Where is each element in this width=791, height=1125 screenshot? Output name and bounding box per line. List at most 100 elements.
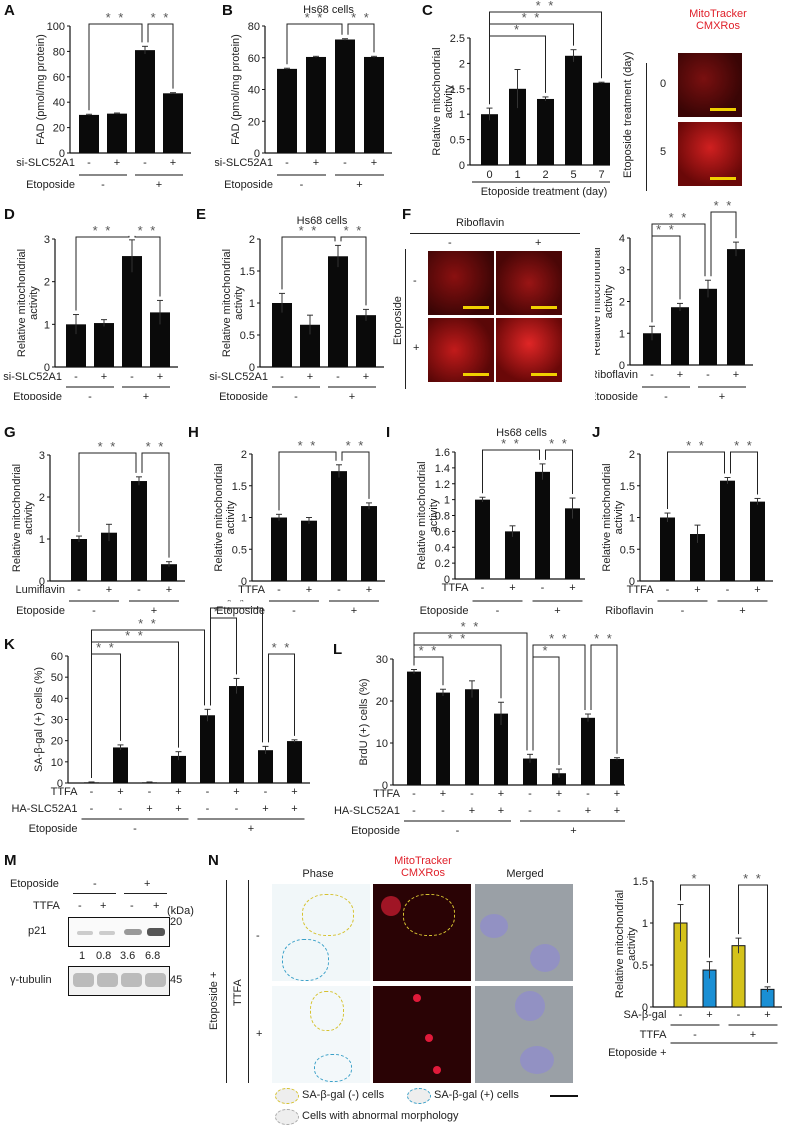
panel-label-k: K xyxy=(4,636,15,653)
svg-text:* *: * * xyxy=(448,631,468,646)
svg-text:-: - xyxy=(148,786,152,798)
svg-text:*: * xyxy=(514,22,521,37)
svg-text:+: + xyxy=(306,584,312,596)
svg-text:0: 0 xyxy=(619,360,625,372)
micrograph-f-2 xyxy=(496,251,562,315)
panel-label-b: B xyxy=(222,2,233,19)
svg-text:1.5: 1.5 xyxy=(232,481,247,493)
panel-label-h: H xyxy=(188,424,199,441)
svg-text:1.4: 1.4 xyxy=(435,463,450,475)
svg-text:Relative mitochondrial: Relative mitochondrial xyxy=(16,249,28,357)
svg-text:TTFA: TTFA xyxy=(51,786,79,798)
svg-text:60: 60 xyxy=(51,651,63,663)
svg-text:0: 0 xyxy=(459,160,465,172)
wb-p21-blot xyxy=(68,917,170,947)
svg-text:* *: * * xyxy=(594,631,614,646)
svg-text:Etoposide: Etoposide xyxy=(16,605,65,617)
svg-text:* *: * * xyxy=(686,438,706,453)
svg-text:+: + xyxy=(739,605,745,617)
svg-text:-: - xyxy=(343,157,347,169)
wb-quant-2: 0.8 xyxy=(96,950,112,962)
svg-text:1: 1 xyxy=(249,298,255,310)
wb-quant-4: 6.8 xyxy=(145,950,161,962)
svg-text:+: + xyxy=(146,803,152,815)
panel-label-n: N xyxy=(208,852,219,869)
svg-text:0: 0 xyxy=(59,148,65,160)
svg-text:+: + xyxy=(248,823,254,835)
svg-text:80: 80 xyxy=(53,46,65,58)
legend-sabgal-pos: SA-β-gal (+) cells xyxy=(434,1089,519,1101)
legend-sabgal-pos-icon xyxy=(407,1088,431,1104)
panel-f-images: Riboflavin - + Etoposide - + xyxy=(392,215,590,395)
svg-text:3: 3 xyxy=(619,265,625,277)
svg-text:+: + xyxy=(170,157,176,169)
svg-text:Etoposide +: Etoposide + xyxy=(608,1047,666,1059)
svg-text:* *: * * xyxy=(669,210,689,225)
svg-text:20: 20 xyxy=(248,116,260,128)
panel-label-d: D xyxy=(4,206,15,223)
svg-text:-: - xyxy=(92,605,96,617)
svg-text:-: - xyxy=(130,371,134,383)
svg-text:40: 40 xyxy=(51,693,63,705)
svg-text:+: + xyxy=(233,786,239,798)
svg-text:0: 0 xyxy=(444,574,450,586)
svg-text:2: 2 xyxy=(44,277,50,289)
row-label-day0: 0 xyxy=(660,78,667,90)
svg-text:-: - xyxy=(664,391,668,400)
svg-text:1.5: 1.5 xyxy=(633,876,648,888)
mitotracker-title-2: CMXRos xyxy=(695,20,740,32)
svg-text:-: - xyxy=(90,786,94,798)
svg-text:+: + xyxy=(157,371,163,383)
svg-text:+: + xyxy=(307,371,313,383)
svg-text:activity: activity xyxy=(626,927,638,961)
svg-text:0.5: 0.5 xyxy=(620,544,635,556)
svg-text:-: - xyxy=(737,1009,741,1021)
svg-text:30: 30 xyxy=(376,654,388,666)
svg-text:+: + xyxy=(291,786,297,798)
legend-abnormal-icon xyxy=(275,1109,299,1125)
svg-text:si-SLC52A1: si-SLC52A1 xyxy=(16,157,75,169)
legend-abnormal: Cells with abnormal morphology xyxy=(302,1110,459,1122)
svg-text:1.5: 1.5 xyxy=(240,266,255,278)
svg-text:+: + xyxy=(498,788,504,800)
svg-text:0: 0 xyxy=(382,780,388,792)
svg-text:Relative mitochondrial: Relative mitochondrial xyxy=(213,463,225,571)
svg-text:+: + xyxy=(554,605,560,617)
svg-text:1: 1 xyxy=(241,513,247,525)
svg-text:* *: * * xyxy=(656,222,676,237)
svg-text:* *: * * xyxy=(549,436,569,451)
riboflavin-col-plus: + xyxy=(535,237,542,249)
svg-text:+: + xyxy=(706,1009,712,1021)
svg-text:* *: * * xyxy=(351,10,371,25)
wb-ttfa-1: - xyxy=(78,900,82,912)
svg-text:2: 2 xyxy=(249,234,255,246)
svg-text:20: 20 xyxy=(51,736,63,748)
svg-text:-: - xyxy=(681,605,685,617)
col-mitotracker: MitoTracker CMXRos xyxy=(394,855,452,879)
svg-text:* *: * * xyxy=(138,223,158,238)
n-phase-1 xyxy=(272,884,370,981)
svg-text:-: - xyxy=(650,369,654,381)
svg-text:1.6: 1.6 xyxy=(435,447,450,459)
etoposide-row-plus: + xyxy=(413,342,420,354)
svg-text:-: - xyxy=(706,369,710,381)
svg-text:Relative mitochondrial: Relative mitochondrial xyxy=(221,249,233,357)
svg-text:+: + xyxy=(351,605,357,617)
svg-text:+: + xyxy=(754,584,760,596)
panel-label-i: I xyxy=(386,424,391,441)
svg-text:Hs68 cells: Hs68 cells xyxy=(496,427,547,439)
wb-ttfa-3: - xyxy=(130,900,134,912)
svg-text:activity: activity xyxy=(23,501,35,535)
riboflavin-col-minus: - xyxy=(448,237,452,249)
svg-text:* *: * * xyxy=(734,438,754,453)
wb-p21-label: p21 xyxy=(28,925,47,937)
svg-text:si-SLC52A1: si-SLC52A1 xyxy=(209,371,268,383)
svg-text:* *: * * xyxy=(549,631,569,646)
svg-text:1: 1 xyxy=(39,534,45,546)
svg-text:+: + xyxy=(101,371,107,383)
svg-text:-: - xyxy=(666,584,670,596)
svg-text:* *: * * xyxy=(96,640,116,655)
ttfa-label: TTFA xyxy=(232,979,244,1006)
svg-text:activity: activity xyxy=(233,286,245,320)
svg-text:+: + xyxy=(733,369,739,381)
